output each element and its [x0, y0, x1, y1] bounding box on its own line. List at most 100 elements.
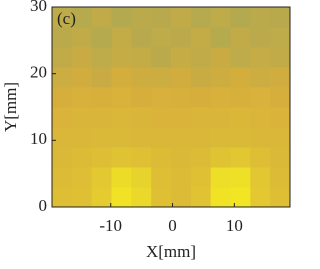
heatmap-cell — [270, 147, 291, 168]
heatmap-cell — [52, 127, 73, 148]
heatmap-cell — [71, 127, 93, 148]
heatmap-cell — [190, 147, 212, 168]
heatmap-cell — [230, 107, 251, 128]
heatmap-cell — [71, 187, 93, 208]
heatmap-cell — [71, 47, 93, 68]
heatmap-cell — [270, 47, 291, 68]
heatmap-cell — [52, 87, 73, 108]
heatmap-cell — [270, 107, 291, 128]
heatmap-cell — [71, 7, 93, 28]
heatmap-cell — [210, 47, 231, 68]
heatmap-cell — [71, 27, 93, 48]
heatmap-cell — [250, 167, 271, 188]
heatmap-cell — [250, 67, 271, 88]
heatmap-cell — [52, 107, 73, 128]
heatmap-cell — [230, 187, 251, 208]
heatmap-cell — [270, 7, 291, 28]
heatmap-cell — [71, 147, 93, 168]
heatmap-cell — [91, 127, 112, 148]
heatmap-cell — [270, 167, 291, 188]
heatmap-cell — [270, 67, 291, 88]
heatmap-cell — [91, 107, 112, 128]
heatmap-cell — [210, 67, 231, 88]
heatmap-cell — [250, 147, 271, 168]
heatmap-cell — [91, 27, 112, 48]
heatmap-cell — [270, 87, 291, 108]
heatmap-cell — [250, 27, 271, 48]
heatmap-cell — [91, 67, 112, 88]
heatmap-cell — [210, 127, 231, 148]
heatmap-cell — [230, 87, 251, 108]
heatmap-cell — [270, 187, 291, 208]
heatmap-cell — [111, 67, 132, 88]
heatmap-cell — [210, 107, 231, 128]
heatmap-cell — [111, 87, 132, 108]
axes-frame — [51, 6, 291, 208]
heatmap-cell — [91, 87, 112, 108]
heatmap-cell — [91, 47, 112, 68]
x-tick-label: 0 — [168, 216, 177, 235]
heatmap-cell — [111, 107, 132, 128]
heatmap-cell — [171, 47, 192, 68]
heatmap-cell — [190, 167, 212, 188]
heatmap-cell — [270, 127, 291, 148]
heatmap-cell — [171, 27, 192, 48]
heatmap-cell — [250, 107, 271, 128]
heatmap-cell — [230, 27, 251, 48]
heatmap-cell — [210, 87, 231, 108]
chart-title: (c) — [57, 9, 76, 28]
heatmap-cell — [131, 187, 152, 208]
heatmap-cell — [111, 27, 132, 48]
heatmap-cell — [190, 107, 212, 128]
heatmap-cell — [151, 167, 172, 188]
heatmap-cell — [91, 167, 112, 188]
heatmap-cell — [151, 87, 172, 108]
heatmap-cell — [190, 27, 212, 48]
heatmap-cell — [190, 7, 212, 28]
heatmap-cell — [230, 7, 251, 28]
heatmap-cell — [250, 47, 271, 68]
heatmap-cell — [171, 187, 192, 208]
heatmap-cell — [111, 127, 132, 148]
heatmap-cell — [171, 147, 192, 168]
heatmap-cell — [52, 47, 73, 68]
heatmap-cell — [151, 107, 172, 128]
heatmap-cell — [151, 147, 172, 168]
heatmap-cell — [230, 167, 251, 188]
y-tick-label: 10 — [30, 129, 47, 148]
heatmap-cell — [250, 127, 271, 148]
heatmap-cell — [250, 87, 271, 108]
heatmap-cell — [230, 67, 251, 88]
heatmap-cell — [171, 87, 192, 108]
heatmap-cell — [131, 67, 152, 88]
heatmap-cell — [71, 107, 93, 128]
heatmap-cell — [151, 127, 172, 148]
heatmap-cell — [91, 7, 112, 28]
heatmap-cell — [151, 187, 172, 208]
heatmap-cell — [151, 27, 172, 48]
heatmap-cell — [151, 47, 172, 68]
heatmap-cell — [131, 127, 152, 148]
heatmap-cell — [171, 7, 192, 28]
heatmap-cell — [151, 7, 172, 28]
heatmap-cell — [270, 27, 291, 48]
heatmap-cell — [190, 67, 212, 88]
heatmap-cell — [52, 167, 73, 188]
heatmap-cell — [71, 87, 93, 108]
x-tick-label: -10 — [99, 216, 122, 235]
heatmap-cell — [171, 127, 192, 148]
chart: (c) X[mm] Y[mm] -10 0 10 0 10 20 30 — [1, 0, 291, 261]
heatmap-cell — [131, 167, 152, 188]
heatmap-cell — [190, 127, 212, 148]
heatmap-cell — [71, 167, 93, 188]
heatmap-cell — [230, 47, 251, 68]
x-axis-label: X[mm] — [146, 242, 196, 261]
heatmap-cell — [250, 7, 271, 28]
heatmap-cell — [52, 67, 73, 88]
heatmap-cell — [71, 67, 93, 88]
heatmap-cell — [171, 107, 192, 128]
heatmap-cell — [210, 7, 231, 28]
heatmap-cell — [171, 67, 192, 88]
heatmap-cell — [250, 187, 271, 208]
heatmap-cell — [111, 187, 132, 208]
